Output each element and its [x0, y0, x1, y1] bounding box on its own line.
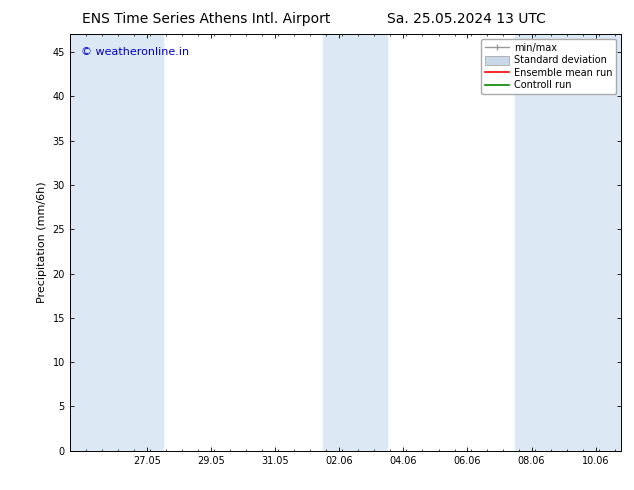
Y-axis label: Precipitation (mm/6h): Precipitation (mm/6h) [37, 182, 47, 303]
Legend: min/max, Standard deviation, Ensemble mean run, Controll run: min/max, Standard deviation, Ensemble me… [481, 39, 616, 94]
Text: Sa. 25.05.2024 13 UTC: Sa. 25.05.2024 13 UTC [387, 12, 546, 26]
Text: ENS Time Series Athens Intl. Airport: ENS Time Series Athens Intl. Airport [82, 12, 331, 26]
Text: © weatheronline.in: © weatheronline.in [81, 47, 189, 57]
Bar [323, 34, 387, 451]
Bar [70, 34, 163, 451]
Bar [515, 34, 621, 451]
